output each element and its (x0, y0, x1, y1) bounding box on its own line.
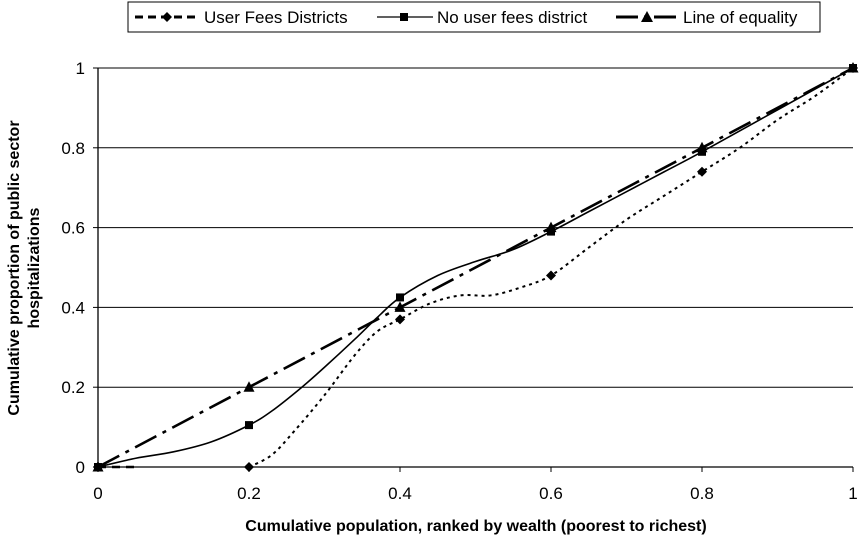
marker-s2-p5 (847, 62, 859, 73)
marker-s2-p0 (92, 461, 104, 472)
series (97, 66, 854, 469)
x-tick-label-2: 0.4 (388, 484, 412, 503)
tick-labels: 0 0.2 0.4 0.6 0.8 1 0 0.2 0.4 0.6 0.8 1 (61, 59, 857, 503)
marker-s2-p4 (696, 141, 708, 153)
y-axis-title-line-2: hospitalizations (26, 207, 43, 328)
marker-s0-p1 (244, 462, 254, 472)
marker-s0-p3 (546, 270, 556, 281)
series-line-0 (248, 67, 854, 468)
marker-s2-p1 (243, 381, 255, 392)
y-tick-label-5: 1 (76, 59, 85, 78)
x-tick-label-1: 0.2 (237, 484, 261, 503)
y-tick-label-1: 0.2 (61, 378, 85, 397)
y-tick-label-3: 0.6 (61, 219, 85, 238)
x-axis-title: Cumulative population, ranked by wealth … (245, 518, 706, 535)
legend-no-fees-square-icon (400, 13, 408, 21)
x-tick-label-4: 0.8 (690, 484, 714, 503)
legend-equality-label: Line of equality (683, 8, 798, 27)
marker-s0-p4 (697, 166, 707, 177)
legend-no-fees-label: No user fees district (437, 8, 587, 27)
x-tick-label-3: 0.6 (539, 484, 563, 503)
marker-s1-p2 (396, 293, 404, 302)
legend-box (127, 1, 821, 33)
legend: User Fees Districts No user fees distric… (127, 1, 821, 33)
series-line-2 (97, 66, 854, 469)
x-tick-label-5: 1 (848, 484, 857, 503)
marker-s1-p1 (245, 421, 253, 430)
marker-s2-p3 (545, 221, 557, 233)
y-tick-label-2: 0.4 (61, 298, 85, 317)
legend-user-fees-label: User Fees Districts (204, 8, 348, 27)
y-axis-title-line-1: Cumulative proportion of public sector (6, 120, 23, 415)
y-axis-title: Cumulative proportion of public sector h… (6, 120, 43, 415)
y-tick-label-4: 0.8 (61, 139, 85, 158)
x-tick-label-0: 0 (93, 484, 102, 503)
gridlines (98, 67, 853, 388)
y-tick-label-0: 0 (76, 458, 85, 477)
legend-user-fees-diamond-icon (162, 12, 172, 22)
markers (92, 62, 859, 472)
marker-s2-p2 (394, 301, 406, 312)
legend-equality-triangle-icon (641, 11, 653, 22)
marker-s0-p2 (395, 314, 405, 325)
